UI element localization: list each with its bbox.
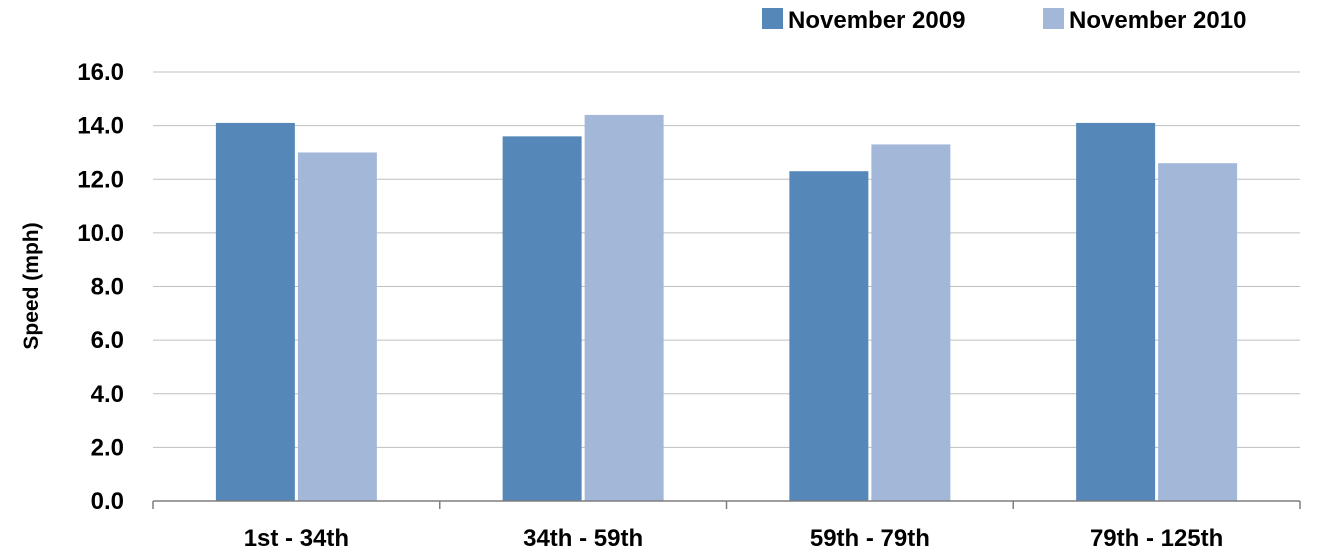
legend-label-nov-2010: November 2010: [1069, 7, 1246, 34]
bar-nov-2010-1: [297, 152, 377, 501]
y-tick-label: 16.0: [77, 59, 124, 86]
y-tick-label: 14.0: [77, 113, 124, 140]
x-tick-label: 79th - 125th: [1090, 525, 1223, 552]
bar-nov-2009-3: [789, 171, 869, 502]
x-tick-labels: 1st - 34th 34th - 59th 59th - 79th 79th - 1…: [244, 525, 1224, 552]
y-tick-label: 4.0: [91, 381, 124, 408]
x-tick-label: 59th - 79th: [810, 525, 930, 552]
x-tick-label: 1st - 34th: [244, 525, 349, 552]
bar-nov-2009-2: [502, 136, 582, 501]
legend-swatch-nov-2010: [1043, 8, 1064, 29]
y-tick-label: 12.0: [77, 166, 124, 193]
y-tick-label: 2.0: [91, 434, 124, 461]
y-tick-label: 0.0: [91, 488, 124, 515]
bar-nov-2009-1: [215, 122, 295, 501]
y-tick-label: 8.0: [91, 274, 124, 301]
x-tick-label: 34th - 59th: [523, 525, 643, 552]
legend: November 2009 November 2010: [762, 7, 1246, 34]
bar-nov-2009-4: [1076, 122, 1156, 501]
legend-swatch-nov-2009: [762, 8, 783, 29]
bar-nov-2010-3: [871, 144, 951, 502]
legend-label-nov-2009: November 2009: [788, 7, 965, 34]
axes: [152, 500, 1301, 509]
y-axis-title: Speed (mph): [20, 222, 43, 349]
y-tick-label: 10.0: [77, 220, 124, 247]
bars: [215, 114, 1238, 502]
y-tick-labels: 0.0 2.0 4.0 6.0 8.0 10.0 12.0 14.0 16.0: [77, 59, 124, 515]
bar-nov-2010-4: [1158, 163, 1238, 501]
bar-nov-2010-2: [584, 114, 664, 502]
y-tick-label: 6.0: [91, 327, 124, 354]
